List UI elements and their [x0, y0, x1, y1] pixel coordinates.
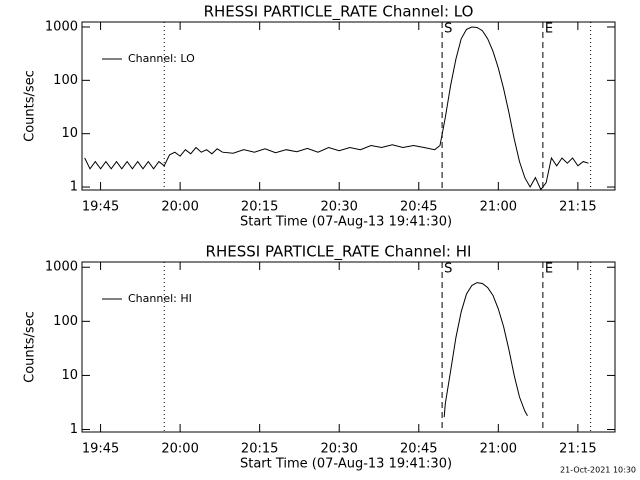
x-tick-label: 21:15: [559, 200, 596, 215]
plot-frame: [81, 21, 616, 191]
y-tick-label: 100: [53, 314, 78, 329]
y-tick-label: 10: [61, 126, 78, 141]
y-tick-label: 1: [70, 180, 78, 195]
chart-title: RHESSI PARTICLE_RATE Channel: LO: [204, 3, 474, 22]
y-axis-label: Counts/sec: [23, 70, 38, 142]
y-tick-label: 1000: [45, 19, 78, 34]
x-tick-label: 20:30: [320, 442, 357, 457]
x-axis-label: Start Time (07-Aug-13 19:41:30): [240, 215, 452, 230]
x-tick-label: 20:45: [400, 200, 437, 215]
chart-title: RHESSI PARTICLE_RATE Channel: HI: [206, 243, 472, 262]
x-tick-label: 20:15: [241, 200, 278, 215]
y-tick-label: 1000: [45, 260, 78, 275]
series-line: [443, 282, 528, 418]
x-tick-label: 21:15: [559, 442, 596, 457]
x-tick-label: 19:45: [82, 200, 119, 215]
x-tick-label: 19:45: [82, 442, 119, 457]
marker-label: S: [444, 262, 452, 277]
marker-label: E: [545, 262, 553, 277]
y-tick-label: 100: [53, 73, 78, 88]
marker-label: E: [545, 22, 553, 37]
x-axis-label: Start Time (07-Aug-13 19:41:30): [240, 457, 452, 472]
marker-label: S: [444, 22, 452, 37]
x-tick-label: 20:30: [320, 200, 357, 215]
x-tick-label: 20:00: [161, 200, 198, 215]
x-tick-label: 21:00: [480, 200, 517, 215]
x-tick-label: 20:45: [400, 442, 437, 457]
x-tick-label: 21:00: [480, 442, 517, 457]
y-tick-label: 1: [70, 422, 78, 437]
x-tick-label: 20:15: [241, 442, 278, 457]
plot-frame: [81, 261, 616, 433]
y-axis-label: Counts/sec: [23, 311, 38, 383]
footer: 21-Oct-2021 10:30: [560, 466, 636, 475]
legend-label: Channel: LO: [128, 52, 195, 65]
y-tick-label: 10: [61, 368, 78, 383]
series-line: [84, 26, 589, 191]
x-tick-label: 20:00: [161, 442, 198, 457]
legend-label: Channel: HI: [128, 292, 192, 305]
